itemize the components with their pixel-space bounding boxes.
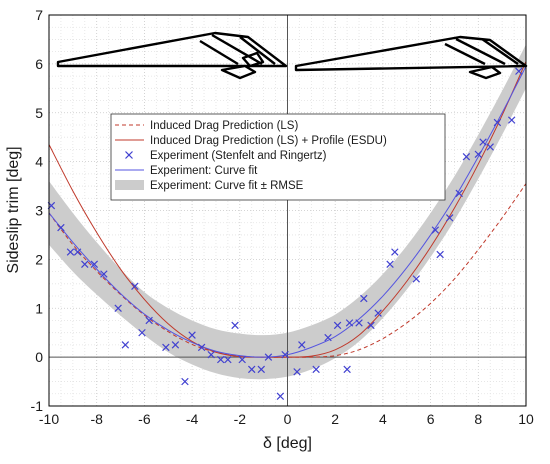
experiment-point [131,282,139,290]
experiment-point [207,350,215,359]
experiment-point [114,304,122,312]
y-tick-label: 1 [35,300,43,316]
experiment-point [324,333,332,342]
experiment-point [386,260,394,268]
plot-frame [48,14,527,407]
y-tick-label: 6 [35,56,43,72]
experiment-point [298,341,306,349]
wing-sketch-right [294,35,528,80]
y-tick-labels: -1 0 1 2 3 4 5 6 7 [31,7,44,414]
x-tick-label: 2 [331,411,339,427]
experiment-point [412,275,421,283]
experiment-point [345,319,354,327]
y-tick-label: 5 [35,105,43,121]
x-tick-label: 0 [284,411,292,427]
x-tick-label: -10 [39,411,59,427]
y-tick-label: 7 [35,7,43,23]
experiment-point [479,138,487,146]
experiment-point [293,368,301,376]
experiment-point [81,260,89,268]
experiment-point [391,248,399,256]
experiment-point [276,392,285,400]
experiment-point [264,353,273,361]
experiment-point [455,189,463,198]
experiment-point [100,270,108,278]
experiment-point [507,116,516,124]
x-tick-label: 10 [518,411,534,427]
legend-swatch-experiment [125,151,133,159]
experiment-point [231,321,239,330]
experiment-markers [47,67,523,400]
experiment-point [73,248,82,256]
experiment-point [493,118,502,127]
y-tick-label: 2 [35,251,43,267]
experiment-point [224,355,232,364]
x-tick-label: -4 [186,411,199,427]
x-tick-label: -2 [234,411,247,427]
legend-label-ls: Induced Drag Prediction (LS) [150,120,298,132]
legend-label-experiment: Experiment (Stenfelt and Ringertz) [150,150,327,162]
experiment-point [431,226,440,234]
x-tick-label: 8 [474,411,482,427]
experiment-point [257,365,265,374]
experiment-point [197,343,206,352]
legend: Induced Drag Prediction (LS) Induced Dra… [110,113,446,201]
experiment-point [145,316,153,325]
x-tick-label: -8 [90,411,103,427]
legend-label-rmse: Experiment: Curve fit ± RMSE [150,180,304,192]
x-axis-label: δ [deg] [263,435,312,452]
wing-sketch-left [56,31,288,80]
experiment-point [436,250,444,259]
experiment-point [162,343,170,352]
experiment-point [474,150,483,159]
experiment-point [57,223,65,232]
experiment-point [360,294,368,303]
experiment-point [445,214,454,222]
y-tick-label: 3 [35,203,43,219]
experiment-point [121,341,130,349]
y-tick-label: 0 [35,349,43,365]
experiment-point [367,321,375,330]
x-tick-label: 4 [379,411,387,427]
y-tick-label: -1 [31,398,44,414]
legend-label-ls-profile: Induced Drag Prediction (LS) + Profile (… [150,135,387,147]
x-tick-label: -6 [138,411,151,427]
experiment-point [90,260,99,268]
x-tick-label: 6 [427,411,435,427]
experiment-point [486,143,494,151]
legend-swatch-rmse [115,180,144,190]
experiment-point [171,341,180,349]
legend-label-curve-fit: Experiment: Curve fit [150,165,258,177]
series-curve-fit [48,66,527,358]
y-tick-label: 4 [35,154,43,170]
experiment-point [281,350,289,359]
experiment-point [216,355,225,364]
experiment-point [138,328,146,337]
experiment-point [515,67,523,75]
experiment-point [355,319,363,327]
experiment-point [312,365,320,374]
experiment-point [188,331,196,339]
experiment-point [238,355,246,364]
experiment-point [462,153,471,161]
experiment-point [343,365,351,374]
wing-planform-sketches [56,31,528,80]
experiment-point [248,365,256,374]
experiment-point [66,248,75,256]
legend-box [110,113,446,201]
experiment-point [333,321,342,330]
experiment-point [181,377,189,386]
x-tick-labels: -10 -8 -6 -4 -2 0 2 4 6 8 10 [39,411,534,427]
y-axis-label: Sideslip trim [deg] [5,146,22,273]
experiment-point [374,309,382,317]
